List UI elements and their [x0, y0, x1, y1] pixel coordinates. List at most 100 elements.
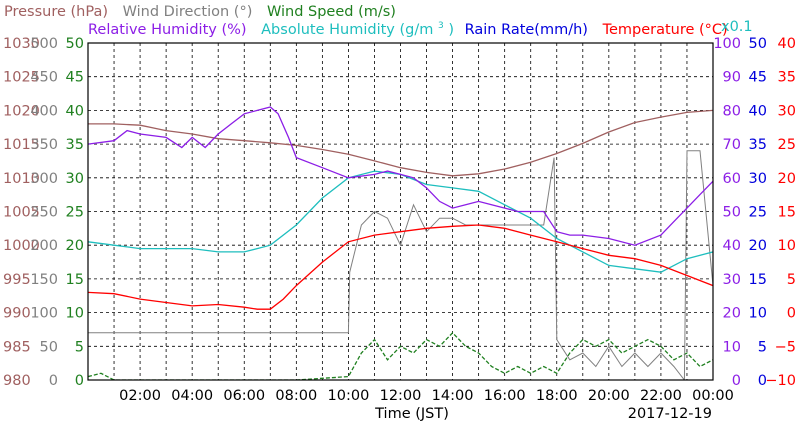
series-relative-humidity — [88, 106, 713, 246]
pressure-tick: 1030 — [3, 36, 40, 52]
relative-humidity-tick: 20 — [723, 306, 741, 322]
pressure-tick: 995 — [3, 272, 31, 288]
relative-humidity-tick: 0 — [732, 373, 741, 389]
rain-rate-tick: 25 — [749, 205, 767, 221]
series-wind-direction — [88, 150, 713, 380]
rain-rate-tick: 45 — [749, 70, 767, 86]
legend-wind-speed: Wind Speed (m/s) — [267, 4, 396, 20]
x-tick-label: 16:00 — [484, 388, 526, 404]
rain-rate-tick: 35 — [749, 137, 767, 153]
pressure-tick: 1020 — [3, 103, 40, 119]
pressure-tick: 1000 — [3, 238, 40, 254]
wind-speed-tick: 25 — [66, 205, 84, 221]
pressure-tick: 1010 — [3, 171, 40, 187]
temperature-tick: 40 — [778, 36, 796, 52]
wind-speed-tick: 5 — [75, 339, 84, 355]
temperature-tick: 20 — [778, 171, 796, 187]
rain-rate-tick: 40 — [749, 103, 767, 119]
relative-humidity-tick: 10 — [723, 339, 741, 355]
temperature-tick: 15 — [778, 205, 796, 221]
plot-area — [88, 106, 713, 380]
wind-direction-tick: 400 — [30, 103, 58, 119]
rain-rate-tick: 50 — [749, 36, 767, 52]
legend-absolute-humidity-sup: 3 — [438, 21, 444, 31]
series-temperature — [88, 224, 713, 310]
x-tick-label: 00:00 — [692, 388, 734, 404]
wind-speed-tick: 10 — [66, 306, 84, 322]
wind-speed-tick: 35 — [66, 137, 84, 153]
rain-rate-tick: 30 — [749, 171, 767, 187]
relative-humidity-tick: 30 — [723, 272, 741, 288]
rain-scale-note: x0.1 — [721, 19, 753, 35]
plot-frame — [87, 42, 714, 381]
x-tick-label: 14:00 — [432, 388, 474, 404]
wind-direction-tick: 450 — [30, 70, 58, 86]
x-axis-tick-labels: 02:00 04:00 06:00 08:00 10:00 12:00 14:00 16:00… — [119, 388, 734, 404]
wind-speed-tick: 50 — [66, 36, 84, 52]
pressure-tick: 1025 — [3, 70, 40, 86]
legend-absolute-humidity-close: ) — [448, 22, 454, 38]
pressure-tick: 985 — [3, 339, 31, 355]
wind-direction-tick: 50 — [40, 339, 58, 355]
wind-speed-tick: 0 — [75, 373, 84, 389]
relative-humidity-tick: 40 — [723, 238, 741, 254]
legend-pressure: Pressure (hPa) — [4, 4, 108, 20]
chart-date: 2017-12-19 — [628, 406, 712, 422]
x-tick-label: 02:00 — [119, 388, 161, 404]
temperature-tick: 0 — [787, 306, 796, 322]
temperature-tick: −10 — [765, 373, 796, 389]
relative-humidity-tick: 100 — [713, 36, 741, 52]
x-tick-label: 06:00 — [223, 388, 265, 404]
pressure-tick: 990 — [3, 306, 31, 322]
wind-direction-tick: 300 — [30, 171, 58, 187]
wind-direction-tick: 150 — [30, 272, 58, 288]
wind-speed-tick: 30 — [66, 171, 84, 187]
rain-rate-tick: 10 — [749, 306, 767, 322]
wind-direction-tick: 100 — [30, 306, 58, 322]
relative-humidity-tick: 50 — [723, 205, 741, 221]
temperature-tick: 10 — [778, 238, 796, 254]
x-axis-label: Time (JST) — [374, 406, 449, 422]
relative-humidity-tick: 90 — [723, 70, 741, 86]
rain-rate-tick: 5 — [758, 339, 767, 355]
series-group — [88, 106, 713, 380]
x-tick-label: 04:00 — [171, 388, 213, 404]
x-tick-label: 20:00 — [588, 388, 630, 404]
relative-humidity-tick: 70 — [723, 137, 741, 153]
x-tick-label: 18:00 — [536, 388, 578, 404]
wind-speed-tick: 40 — [66, 103, 84, 119]
x-tick-label: 08:00 — [275, 388, 317, 404]
legend-absolute-humidity: Absolute Humidity (g/m — [261, 22, 433, 38]
y-axis-tick-labels: 1030102510201015101010051000995990985980… — [3, 36, 796, 389]
legend-rain-rate: Rain Rate(mm/h) — [465, 22, 588, 38]
pressure-tick: 980 — [3, 373, 31, 389]
legend-line-2: Relative Humidity (%) Absolute Humidity … — [88, 16, 728, 38]
temperature-tick: 25 — [778, 137, 796, 153]
relative-humidity-tick: 60 — [723, 171, 741, 187]
wind-direction-tick: 350 — [30, 137, 58, 153]
pressure-tick: 1015 — [3, 137, 40, 153]
series-wind-speed — [88, 331, 713, 380]
rain-rate-tick: 15 — [749, 272, 767, 288]
temperature-tick: 30 — [778, 103, 796, 119]
temperature-tick: −5 — [775, 339, 796, 355]
temperature-tick: 5 — [787, 272, 796, 288]
x-tick-label: 12:00 — [380, 388, 422, 404]
legend-line-1: Pressure (hPa) Wind Direction (°) Wind S… — [4, 4, 396, 20]
rain-rate-tick: 20 — [749, 238, 767, 254]
series-pressure — [88, 109, 713, 177]
relative-humidity-tick: 80 — [723, 103, 741, 119]
wind-speed-tick: 20 — [66, 238, 84, 254]
wind-direction-tick: 250 — [30, 205, 58, 221]
x-tick-label: 22:00 — [640, 388, 682, 404]
temperature-tick: 35 — [778, 70, 796, 86]
wind-speed-tick: 15 — [66, 272, 84, 288]
legend-wind-direction: Wind Direction (°) — [123, 4, 253, 20]
legend-temperature: Temperature (°C) — [602, 22, 728, 38]
x-tick-label: 10:00 — [328, 388, 370, 404]
pressure-tick: 1005 — [3, 205, 40, 221]
wind-direction-tick: 0 — [49, 373, 58, 389]
wind-direction-tick: 200 — [30, 238, 58, 254]
wind-speed-tick: 45 — [66, 70, 84, 86]
